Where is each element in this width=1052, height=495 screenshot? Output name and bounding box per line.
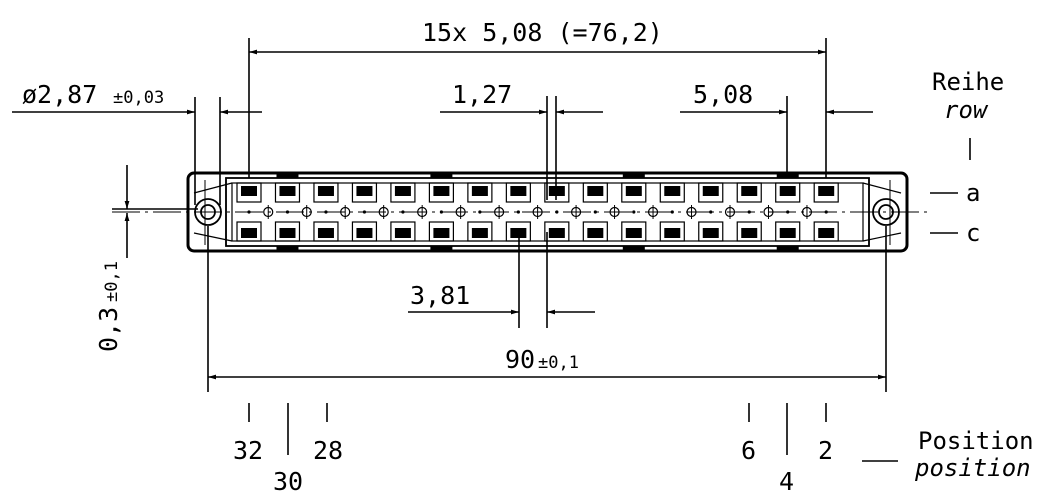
- contact-row-c: [659, 221, 685, 242]
- contact-row-c: [544, 221, 570, 242]
- center-dot: [555, 210, 559, 214]
- contact-row-a: [390, 182, 416, 203]
- contact-row-a: [775, 182, 801, 203]
- contact-row-c: [582, 221, 608, 242]
- hole-spacing-tolerance: ±0,1: [538, 353, 579, 373]
- center-dot: [401, 210, 405, 214]
- contact-row-a: [467, 182, 493, 203]
- contact-marker: [378, 205, 389, 219]
- center-dot: [439, 210, 443, 214]
- contact-row-c: [775, 221, 801, 242]
- contact-row-c: [736, 221, 762, 242]
- center-dot: [324, 210, 328, 214]
- pitch-total-label: 15x 5,08 (=76,2): [422, 18, 663, 47]
- key-notch: [430, 173, 453, 178]
- contact-row-a: [582, 182, 608, 203]
- row-label-en: row: [944, 96, 989, 124]
- contact-row-c: [236, 221, 262, 242]
- center-dot: [285, 210, 290, 214]
- contact-row-c: [698, 221, 724, 242]
- contact-row-a: [544, 182, 570, 203]
- contact-row-a: [428, 182, 454, 203]
- center-dot: [632, 210, 636, 214]
- dimension-lines: [12, 38, 971, 462]
- offset-small-label: 1,27: [452, 80, 512, 109]
- contact-marker: [455, 205, 466, 219]
- position-30-label: 30: [273, 467, 303, 495]
- contact-row-c: [313, 221, 339, 242]
- hole-diameter-label: ø2,87: [22, 80, 97, 109]
- contact-marker: [647, 205, 659, 219]
- center-dot: [516, 210, 520, 214]
- contact-row-c: [351, 221, 378, 242]
- contact-row-a: [736, 182, 762, 203]
- position-2-label: 2: [818, 436, 833, 465]
- key-notch: [622, 246, 645, 251]
- contact-marker: [686, 205, 697, 219]
- contact-marker: [494, 205, 505, 219]
- contact-marker: [763, 205, 774, 219]
- contact-row-c: [428, 221, 454, 242]
- contact-row-c: [390, 221, 416, 242]
- contact-marker: [263, 205, 274, 219]
- center-dot: [593, 210, 597, 214]
- row-offset-label: 3,81: [410, 281, 470, 310]
- contact-row-c: [813, 221, 839, 242]
- contact-row-a: [813, 182, 839, 203]
- contact-row-c: [621, 221, 647, 242]
- position-4-label: 4: [779, 467, 794, 495]
- center-dot: [670, 210, 674, 214]
- contact-row-a: [236, 182, 262, 203]
- position-28-label: 28: [313, 436, 343, 465]
- contact-row-a: [621, 182, 647, 203]
- contact-marker: [609, 205, 620, 219]
- center-dot: [786, 210, 790, 214]
- contact-marker: [417, 205, 428, 219]
- contact-row-a: [274, 182, 301, 203]
- center-dot: [247, 210, 251, 214]
- key-notch: [276, 246, 299, 251]
- position-label-de: Position: [918, 427, 1034, 455]
- contact-marker: [724, 205, 736, 219]
- hole-spacing-label: 90: [505, 345, 535, 374]
- contact-row-c: [467, 221, 493, 242]
- key-notch: [776, 246, 799, 251]
- vertical-offset-label: 0,3: [94, 307, 123, 352]
- contact-marker: [301, 205, 312, 219]
- hole-diameter-tolerance: ±0,03: [113, 88, 164, 108]
- contact-row-a: [351, 182, 378, 203]
- contact-marker: [570, 205, 582, 219]
- position-label-en: position: [914, 454, 1031, 482]
- contact-row-c: [274, 221, 301, 242]
- row-c-label: c: [966, 219, 980, 247]
- center-dot: [824, 210, 828, 214]
- row-label-de: Reihe: [932, 68, 1004, 96]
- center-dot: [747, 210, 751, 214]
- center-dot: [709, 210, 713, 214]
- row-a-label: a: [966, 179, 980, 207]
- key-notch: [430, 246, 453, 251]
- contact-row-a: [505, 182, 531, 203]
- vertical-offset-group: 0,3 ±0,1: [94, 261, 123, 352]
- center-dot: [362, 210, 367, 214]
- position-6-label: 6: [741, 436, 756, 465]
- position-32-label: 32: [233, 436, 263, 465]
- contact-marker: [801, 205, 813, 219]
- contact-row-a: [698, 182, 724, 203]
- contact-row-a: [659, 182, 685, 203]
- center-dot: [478, 210, 482, 214]
- contact-marker: [340, 205, 351, 219]
- key-notch: [622, 173, 645, 178]
- contacts: [236, 173, 839, 251]
- contact-marker: [532, 205, 543, 219]
- vertical-offset-tolerance: ±0,1: [102, 261, 122, 302]
- pitch-label: 5,08: [693, 80, 753, 109]
- contact-row-a: [313, 182, 339, 203]
- key-notch: [276, 173, 299, 178]
